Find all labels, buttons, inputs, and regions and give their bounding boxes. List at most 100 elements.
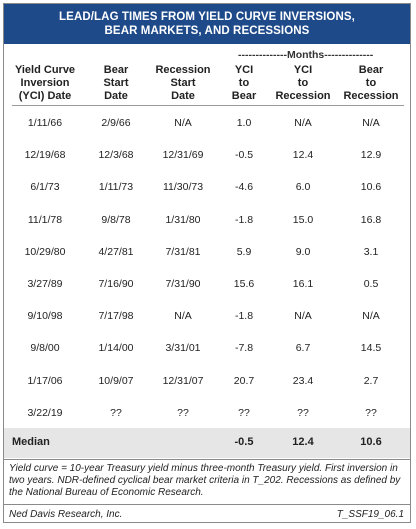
table-cell: 16.1: [292, 278, 314, 290]
table-cell: 2.7: [363, 374, 379, 387]
table-cell: 5.9: [236, 245, 252, 258]
table-cell: 7/17/98: [98, 310, 134, 323]
table-cell: 11/30/73: [162, 181, 204, 194]
table-cell: 10/9/07: [98, 374, 134, 387]
column-header-line: Date: [171, 90, 195, 102]
table-cell: 10/29/80: [24, 245, 66, 258]
column-header-line: Bear: [103, 64, 129, 76]
table-cell: N/A: [174, 117, 192, 129]
table-cell: 7/31/90: [165, 278, 201, 290]
table-cell: 7/31/81: [165, 245, 201, 258]
column-header-line: Start: [103, 77, 129, 89]
table-cell: 9/10/98: [27, 310, 63, 323]
table-cell: 7/16/90: [98, 278, 134, 290]
column-header-line: Date: [104, 90, 128, 102]
table-cell: 9/8/78: [101, 213, 131, 226]
table-cell: 15.6: [233, 278, 255, 290]
table-cell: -0.5: [234, 149, 254, 162]
table-cell: -1.8: [234, 310, 254, 323]
table-cell: -4.6: [234, 181, 254, 194]
table-cell: ??: [365, 406, 377, 419]
column-header-line: Bear: [231, 90, 257, 102]
table-cell: 12/31/69: [162, 149, 204, 162]
column-header-line: to: [365, 77, 377, 89]
table-cell: 12/19/68: [24, 149, 66, 162]
source-label: Ned Davis Research, Inc.: [9, 509, 123, 520]
table-frame: LEAD/LAG TIMES FROM YIELD CURVE INVERSIO…: [3, 3, 411, 523]
table-cell: 9.0: [295, 245, 311, 258]
title-line-1: LEAD/LAG TIMES FROM YIELD CURVE INVERSIO…: [59, 11, 355, 23]
table-cell: 1/14/00: [98, 342, 134, 355]
header-divider: [12, 105, 404, 106]
footnote: Yield curve = 10-year Treasury yield min…: [9, 463, 401, 498]
median-bear-to-recession: 10.6: [360, 436, 382, 448]
column-header-1: Bear Start Date: [88, 64, 144, 104]
table-cell: 10.6: [360, 181, 382, 194]
column-header-line: YCI: [293, 64, 313, 76]
table-cell: 1/11/73: [98, 181, 134, 194]
column-header-3: YCI to Bear: [219, 64, 269, 104]
column-header-line: (YCI) Date: [18, 90, 72, 102]
column-header-line: Inversion: [20, 77, 70, 89]
table-cell: 1/31/80: [165, 213, 201, 226]
median-label: Median: [12, 436, 50, 448]
column-header-line: to: [238, 77, 250, 89]
footnote-divider: [4, 459, 410, 460]
column-header-2: Recession Start Date: [148, 64, 218, 104]
column-header-4: YCI to Recession: [272, 64, 334, 104]
title-bar: LEAD/LAG TIMES FROM YIELD CURVE INVERSIO…: [4, 4, 410, 44]
table-cell: 4/27/81: [98, 245, 134, 258]
table-cell: ??: [177, 406, 189, 419]
median-row: [4, 428, 410, 458]
table-cell: 3/27/89: [27, 278, 63, 290]
column-header-line: YCI: [234, 64, 254, 76]
table-cell: N/A: [362, 310, 380, 323]
column-header-line: Recession: [343, 90, 399, 102]
table-cell: 12/31/07: [162, 374, 204, 387]
chart-code: T_SSF19_06.1: [336, 509, 404, 520]
months-label: --------------Months--------------: [238, 49, 374, 61]
table-cell: 16.8: [360, 213, 382, 226]
table-cell: 0.5: [363, 278, 379, 290]
table-cell: 14.5: [360, 342, 382, 355]
table-cell: 1/17/06: [27, 374, 63, 387]
table-cell: 6/1/73: [30, 181, 60, 194]
table-cell: 15.0: [292, 213, 314, 226]
table-cell: 2/9/66: [101, 117, 131, 129]
table-cell: 3/31/01: [165, 342, 201, 355]
table-cell: 6.7: [295, 342, 311, 355]
table-cell: N/A: [294, 117, 312, 129]
column-header-0: Yield Curve Inversion (YCI) Date: [6, 64, 84, 104]
title-line-2: BEAR MARKETS, AND RECESSIONS: [104, 25, 310, 37]
table-cell: ??: [297, 406, 309, 419]
table-cell: 12.9: [360, 149, 382, 162]
table-cell: N/A: [362, 117, 380, 129]
median-yci-to-bear: -0.5: [234, 436, 254, 448]
column-header-5: Bear to Recession: [340, 64, 402, 104]
table-cell: 9/8/00: [30, 342, 60, 355]
table-cell: 3/22/19: [27, 406, 63, 419]
table-cell: -7.8: [234, 342, 254, 355]
table-cell: 12/3/68: [98, 149, 134, 162]
column-header-line: Bear: [358, 64, 384, 76]
table-cell: ??: [238, 406, 250, 419]
table-cell: ??: [110, 406, 122, 419]
table-cell: 23.4: [292, 374, 314, 387]
footer-divider: [4, 504, 410, 505]
table-cell: N/A: [174, 310, 192, 323]
column-header-line: Start: [170, 77, 196, 89]
column-header-line: Yield Curve: [14, 64, 76, 76]
column-header-line: to: [297, 77, 309, 89]
table-cell: 6.0: [295, 181, 311, 194]
table-cell: 3.1: [363, 245, 379, 258]
column-header-line: Recession: [155, 64, 211, 76]
median-yci-to-recession: 12.4: [292, 436, 314, 448]
table-cell: 1.0: [236, 117, 252, 129]
table-cell: -1.8: [234, 213, 254, 226]
table-cell: 20.7: [233, 374, 255, 387]
table-cell: 11/1/78: [27, 213, 63, 226]
table-cell: 1/11/66: [27, 117, 63, 129]
table-cell: 12.4: [292, 149, 314, 162]
table-cell: N/A: [294, 310, 312, 323]
column-header-line: Recession: [275, 90, 331, 102]
